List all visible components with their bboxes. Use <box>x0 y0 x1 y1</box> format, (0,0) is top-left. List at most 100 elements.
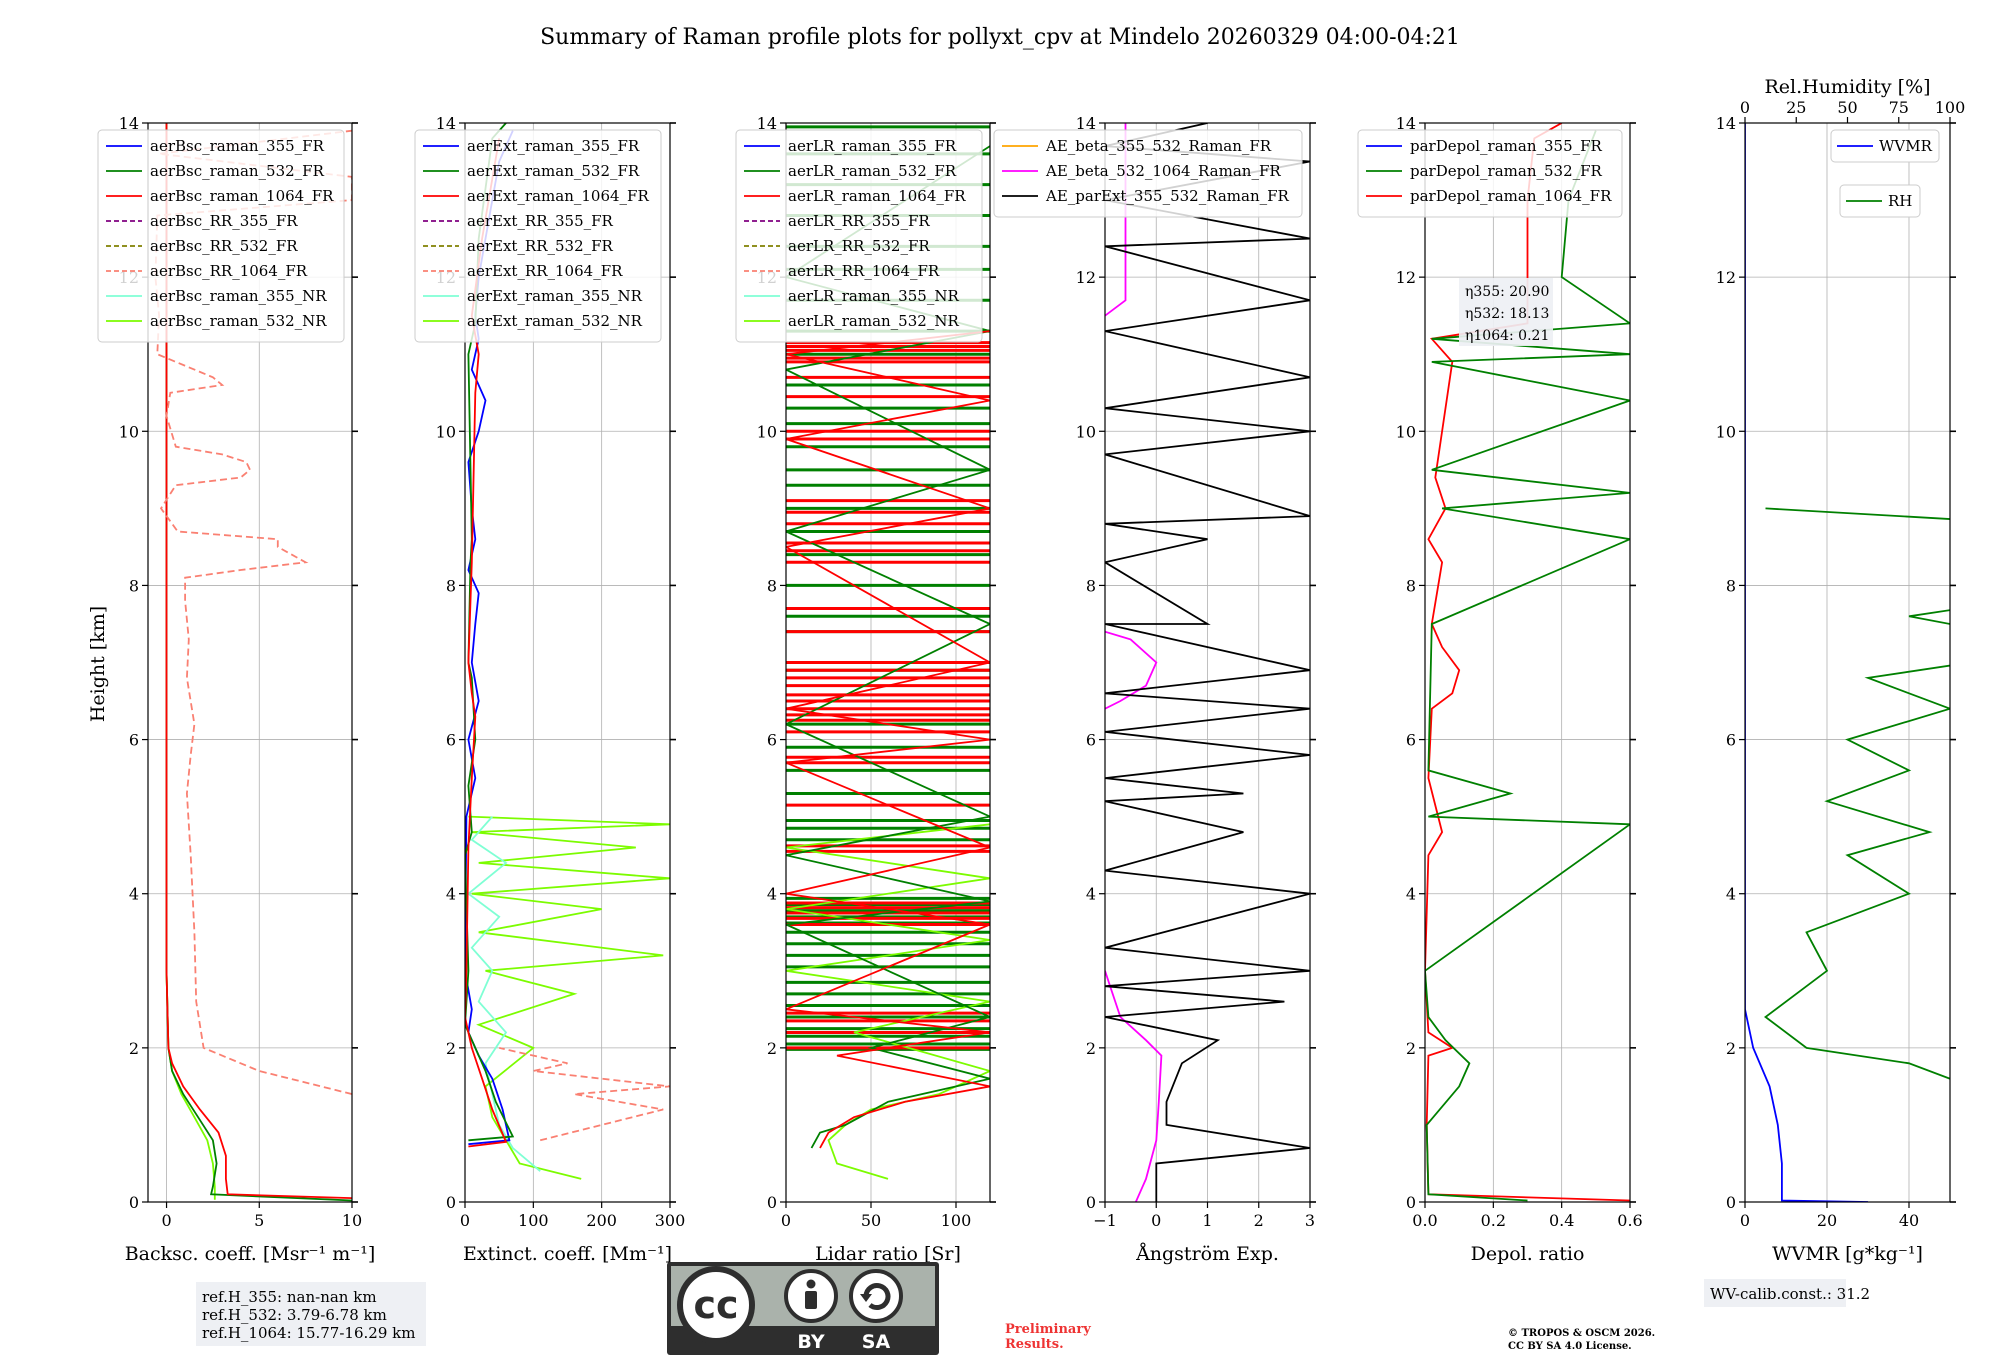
y-tick-label: 14 <box>436 114 456 133</box>
y-tick-label: 0 <box>1086 1193 1096 1212</box>
y-tick-label: 8 <box>767 576 777 595</box>
x-axis-label: WVMR [g*kg⁻¹] <box>1772 1243 1923 1265</box>
x-tick-label: 0.2 <box>1481 1211 1506 1230</box>
cc-logo-icon <box>677 1266 755 1344</box>
y-tick-label: 10 <box>1716 422 1736 441</box>
y-tick-label: 14 <box>119 114 139 133</box>
legend-entry: aerLR_raman_1064_FR <box>788 187 966 205</box>
x-axis-label: Lidar ratio [Sr] <box>815 1243 961 1265</box>
legend-entry: aerBsc_RR_1064_FR <box>150 262 308 280</box>
wv-calib-box <box>1704 1279 1846 1307</box>
y-tick-label: 2 <box>1726 1039 1736 1058</box>
top-x-tick-label: 25 <box>1786 98 1806 117</box>
y-tick-label: 4 <box>1406 885 1416 904</box>
legend-frame <box>993 129 1303 218</box>
legend-entry: aerBsc_raman_355_NR <box>150 287 327 305</box>
legend-entry: AE_parExt_355_532_Raman_FR <box>1045 187 1290 205</box>
panel-backscatter: 024681012140510Backsc. coeff. [Msr⁻¹ m⁻¹… <box>97 114 376 1265</box>
legend-entry: aerExt_raman_532_NR <box>467 312 643 330</box>
axes-frame <box>464 122 671 1203</box>
x-axis-label: Backsc. coeff. [Msr⁻¹ m⁻¹] <box>125 1243 376 1265</box>
legend-frame <box>735 129 983 343</box>
y-tick-label: 8 <box>1726 576 1736 595</box>
top-x-tick-label: 75 <box>1889 98 1909 117</box>
top-x-tick-label: 50 <box>1837 98 1857 117</box>
series-aerExt_raman_355_NR <box>466 816 541 1172</box>
x-tick-label: 10 <box>342 1211 362 1230</box>
legend-entry: aerBsc_raman_355_FR <box>150 137 325 155</box>
x-tick-label: 50 <box>861 1211 881 1230</box>
y-tick-label: 4 <box>129 885 139 904</box>
x-tick-label: 2 <box>1254 1211 1264 1230</box>
attribution-head <box>806 1279 816 1289</box>
series-aerExt_raman_1064_FR <box>465 138 508 1148</box>
series-WVMR <box>1745 123 1869 1202</box>
legend-entry: aerExt_raman_355_NR <box>467 287 643 305</box>
legend: aerLR_raman_355_FR aerLR_raman_532_FR aerL… <box>735 129 983 343</box>
legend: aerBsc_raman_355_FR aerBsc_raman_532_FRae… <box>97 129 345 343</box>
legend-entry: AE_beta_355_532_Raman_FR <box>1045 137 1272 155</box>
series-aerBsc_raman_1064_FR <box>165 123 352 1199</box>
legend-entry: aerLR_RR_1064_FR <box>788 262 940 280</box>
legend-entry: parDepol_raman_532_FR <box>1410 162 1603 180</box>
series-AE_parExt_355_532_Raman_FR <box>1105 123 1310 1202</box>
y-tick-label: 0 <box>1406 1193 1416 1212</box>
ref-heights-box <box>196 1282 426 1346</box>
legend: parDepol_raman_355_FR parDepol_raman_532_… <box>1357 129 1623 218</box>
legend-entry: aerExt_RR_1064_FR <box>467 262 623 280</box>
x-axis-label: Extinct. coeff. [Mm⁻¹] <box>463 1243 672 1265</box>
x-tick-label: 40 <box>1899 1211 1919 1230</box>
license-notice: CC BY SA 4.0 License. <box>1508 1341 1632 1352</box>
y-tick-label: 10 <box>1076 422 1096 441</box>
legend-entry: aerBsc_raman_1064_FR <box>150 187 334 205</box>
panel-data <box>1745 123 1950 1202</box>
y-tick-label: 6 <box>1406 731 1416 750</box>
top-x-tick-label: 100 <box>1935 98 1966 117</box>
legend-entry: aerBsc_RR_355_FR <box>150 212 298 230</box>
top-axis-label: Rel.Humidity [%] <box>1764 76 1930 98</box>
legend-entry: aerExt_RR_532_FR <box>467 237 614 255</box>
y-tick-label: 2 <box>446 1039 456 1058</box>
legend-entry: aerLR_raman_355_FR <box>788 137 957 155</box>
x-tick-label: 100 <box>518 1211 549 1230</box>
y-tick-label: 0 <box>1726 1193 1736 1212</box>
figure-title: Summary of Raman profile plots for polly… <box>540 25 1460 50</box>
panel-extinction: 024681012140100200300Extinct. coeff. [Mm… <box>414 114 686 1265</box>
y-tick-label: 12 <box>1396 268 1416 287</box>
legend-frame <box>1830 129 1940 163</box>
legend-entry: aerExt_raman_355_FR <box>467 137 640 155</box>
y-tick-label: 12 <box>1716 268 1736 287</box>
y-tick-label: 6 <box>446 731 456 750</box>
y-tick-label: 2 <box>1406 1039 1416 1058</box>
legend-entry: aerExt_raman_1064_FR <box>467 187 649 205</box>
x-tick-label: 0.0 <box>1412 1211 1437 1230</box>
y-tick-label: 14 <box>757 114 777 133</box>
legend-entry: parDepol_raman_1064_FR <box>1410 187 1612 205</box>
y-tick-label: 10 <box>436 422 456 441</box>
series-parDepol_raman_532_FR <box>1425 130 1630 1202</box>
wv-calib-constant: WV-calib.const.: 31.2 <box>1710 1285 1870 1303</box>
y-tick-label: 8 <box>1086 576 1096 595</box>
panel-depol: 0 2 4 6 8 10 12 14 0.0 0.2 0.4 0.6 Depol. ratio parDe… <box>1357 114 1643 1265</box>
ref-height-1064: ref.H_1064: 15.77-16.29 km <box>202 1324 415 1342</box>
panels: 024681012140510Backsc. coeff. [Msr⁻¹ m⁻¹… <box>97 76 1966 1265</box>
legend-entry: aerLR_RR_355_FR <box>788 212 930 230</box>
y-tick-label: 6 <box>129 731 139 750</box>
eta-annotation-line: η532: 18.13 <box>1465 306 1549 322</box>
eta-annotation-line: η1064: 0.21 <box>1465 328 1549 344</box>
eta-annotation: η355: 20.90 η532: 18.13 η1064: 0.21 <box>1459 278 1553 346</box>
axes-frame <box>1744 122 1951 1203</box>
y-tick-label: 6 <box>1086 731 1096 750</box>
series-RH <box>1764 507 1950 1080</box>
attribution-body <box>805 1291 817 1309</box>
axes-frame <box>1424 122 1631 1203</box>
license-sa-label: SA <box>862 1331 891 1353</box>
legend-entry: aerLR_raman_355_NR <box>788 287 959 305</box>
axes-frame <box>147 122 353 1203</box>
x-tick-label: 0 <box>161 1211 171 1230</box>
y-tick-label: 0 <box>767 1193 777 1212</box>
series-aerExt_RR_1064_FR <box>499 1047 670 1142</box>
x-tick-label: 300 <box>655 1211 686 1230</box>
eta-annotation-line: η355: 20.90 <box>1465 284 1549 300</box>
